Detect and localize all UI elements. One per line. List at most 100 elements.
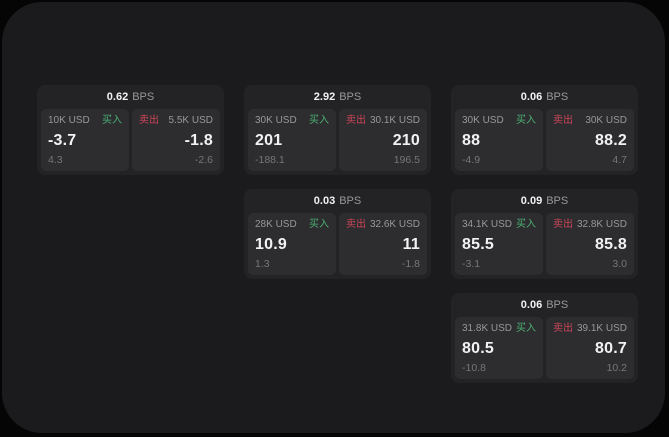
quote-body: 10K USD 买入 -3.7 4.3 卖出 5.5K USD -1.8 -2.… [37,109,224,175]
buy-tile[interactable]: 28K USD 买入 10.9 1.3 [248,213,336,275]
buy-delta: 1.3 [255,258,270,270]
buy-delta: 4.3 [48,154,63,166]
quote-card: 0.62 BPS 10K USD 买入 -3.7 4.3 卖出 5.5K USD [37,85,224,175]
spread-unit: BPS [339,195,362,207]
buy-delta: -188.1 [255,154,285,166]
buy-tile-top: 34.1K USD 买入 [462,219,536,231]
quote-card: 2.92 BPS 30K USD 买入 201 -188.1 卖出 30.1K … [244,85,431,175]
spread-value: 0.03 [313,195,336,207]
sell-amount: 5.5K USD [168,115,213,126]
buy-amount: 30K USD [255,115,297,126]
buy-tile-top: 31.8K USD 买入 [462,323,536,335]
buy-delta: -4.9 [462,154,481,166]
quote-body: 30K USD 买入 201 -188.1 卖出 30.1K USD 210 1… [244,109,431,175]
quote-body: 30K USD 买入 88 -4.9 卖出 30K USD 88.2 4.7 [451,109,638,175]
buy-price: 85.5 [462,235,494,253]
spread-unit: BPS [546,195,569,207]
sell-tile[interactable]: 卖出 32.6K USD 11 -1.8 [339,213,427,275]
spread-unit: BPS [546,91,569,103]
sell-amount: 30K USD [585,115,627,126]
buy-amount: 28K USD [255,219,297,230]
buy-label: 买入 [516,115,536,126]
spread-value: 0.09 [520,195,543,207]
spread-header: 0.06 BPS [451,293,638,317]
buy-label: 买入 [309,115,329,126]
sell-price: 210 [392,131,420,149]
sell-label: 卖出 [553,323,573,334]
buy-price: 88 [462,131,481,149]
buy-tile[interactable]: 30K USD 买入 88 -4.9 [455,109,543,171]
quote-card: 0.06 BPS 31.8K USD 买入 80.5 -10.8 卖出 39.1… [451,293,638,383]
buy-tile[interactable]: 10K USD 买入 -3.7 4.3 [41,109,129,171]
buy-delta: -3.1 [462,258,481,270]
sell-price: 11 [402,235,420,253]
spread-unit: BPS [339,91,362,103]
spread-value: 0.06 [520,299,543,311]
spread-header: 0.03 BPS [244,189,431,213]
buy-amount: 10K USD [48,115,90,126]
buy-label: 买入 [102,115,122,126]
quote-body: 34.1K USD 买入 85.5 -3.1 卖出 32.8K USD 85.8… [451,213,638,279]
buy-amount: 34.1K USD [462,219,513,230]
sell-delta: -2.6 [194,154,213,166]
sell-price: 85.8 [595,235,627,253]
sell-label: 卖出 [553,219,573,230]
buy-label: 买入 [516,219,536,230]
buy-tile-top: 30K USD 买入 [255,115,329,127]
sell-label: 卖出 [139,115,159,126]
buy-delta: -10.8 [462,362,486,374]
quote-card: 0.09 BPS 34.1K USD 买入 85.5 -3.1 卖出 32.8K… [451,189,638,279]
sell-delta: 3.0 [612,258,627,270]
sell-price: 88.2 [595,131,627,149]
sell-tile-top: 卖出 32.6K USD [346,219,420,231]
sell-amount: 39.1K USD [576,323,627,334]
sell-amount: 32.6K USD [369,219,420,230]
spread-unit: BPS [132,91,155,103]
buy-tile-top: 30K USD 买入 [462,115,536,127]
buy-tile-top: 10K USD 买入 [48,115,122,127]
spread-header: 0.09 BPS [451,189,638,213]
sell-tile-top: 卖出 32.8K USD [553,219,627,231]
buy-amount: 30K USD [462,115,504,126]
sell-tile[interactable]: 卖出 5.5K USD -1.8 -2.6 [132,109,220,171]
spread-value: 0.06 [520,91,543,103]
trading-panel: 0.62 BPS 10K USD 买入 -3.7 4.3 卖出 5.5K USD [2,2,665,433]
spread-value: 0.62 [106,91,129,103]
sell-tile[interactable]: 卖出 30K USD 88.2 4.7 [546,109,634,171]
quote-card: 0.03 BPS 28K USD 买入 10.9 1.3 卖出 32.6K US… [244,189,431,279]
quote-cards-grid: 0.62 BPS 10K USD 买入 -3.7 4.3 卖出 5.5K USD [37,85,638,383]
sell-label: 卖出 [346,115,366,126]
sell-price: -1.8 [184,131,213,149]
sell-tile-top: 卖出 30K USD [553,115,627,127]
buy-price: -3.7 [48,131,77,149]
spread-header: 0.62 BPS [37,85,224,109]
sell-tile[interactable]: 卖出 39.1K USD 80.7 10.2 [546,317,634,379]
sell-label: 卖出 [346,219,366,230]
sell-delta: 196.5 [393,154,420,166]
buy-label: 买入 [309,219,329,230]
sell-amount: 30.1K USD [369,115,420,126]
sell-tile-top: 卖出 30.1K USD [346,115,420,127]
buy-tile[interactable]: 30K USD 买入 201 -188.1 [248,109,336,171]
sell-amount: 32.8K USD [576,219,627,230]
sell-tile[interactable]: 卖出 30.1K USD 210 196.5 [339,109,427,171]
sell-tile-top: 卖出 5.5K USD [139,115,213,127]
quote-body: 28K USD 买入 10.9 1.3 卖出 32.6K USD 11 -1.8 [244,213,431,279]
buy-tile[interactable]: 31.8K USD 买入 80.5 -10.8 [455,317,543,379]
spread-value: 2.92 [313,91,336,103]
sell-label: 卖出 [553,115,573,126]
sell-delta: 10.2 [606,362,627,374]
spread-header: 2.92 BPS [244,85,431,109]
buy-price: 201 [255,131,283,149]
buy-price: 80.5 [462,339,494,357]
buy-amount: 31.8K USD [462,323,513,334]
spread-header: 0.06 BPS [451,85,638,109]
sell-delta: 4.7 [612,154,627,166]
spread-unit: BPS [546,299,569,311]
buy-tile[interactable]: 34.1K USD 买入 85.5 -3.1 [455,213,543,275]
quote-card: 0.06 BPS 30K USD 买入 88 -4.9 卖出 30K USD [451,85,638,175]
sell-tile[interactable]: 卖出 32.8K USD 85.8 3.0 [546,213,634,275]
sell-price: 80.7 [595,339,627,357]
sell-tile-top: 卖出 39.1K USD [553,323,627,335]
sell-delta: -1.8 [401,258,420,270]
